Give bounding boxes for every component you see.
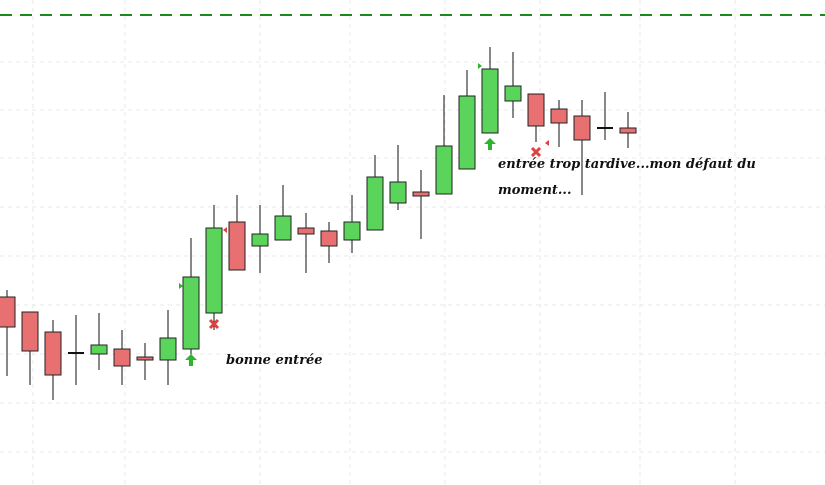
- candle-body: [205, 227, 223, 314]
- candle-body: [21, 311, 39, 352]
- exit-tick: [223, 227, 227, 233]
- candle-body: [619, 127, 637, 134]
- annotation: entrée trop tardive...mon défaut du: [498, 157, 756, 172]
- candle-body: [412, 191, 430, 197]
- signals: [179, 63, 549, 366]
- candle-body: [44, 331, 62, 376]
- exit-cross: [530, 146, 542, 158]
- candle-body: [366, 176, 384, 231]
- buy-arrow: [185, 354, 197, 366]
- annotation: bonne entrée: [226, 353, 323, 368]
- candle-body: [228, 221, 246, 271]
- candle-body: [320, 230, 338, 247]
- annotation: moment...: [498, 183, 572, 198]
- candle-body: [159, 337, 177, 361]
- candle-body: [550, 108, 568, 124]
- candle-body: [251, 233, 269, 247]
- candle-body: [481, 68, 499, 134]
- candles: [0, 47, 637, 400]
- candle-body: [136, 356, 154, 361]
- entry-tick: [478, 63, 482, 69]
- candle-body: [527, 93, 545, 127]
- entry-tick: [179, 283, 183, 289]
- candle-body: [435, 145, 453, 195]
- candle-body: [113, 348, 131, 367]
- candle-body: [504, 85, 522, 102]
- candle-body: [182, 276, 200, 350]
- candle-body: [297, 227, 315, 235]
- candle-body: [343, 221, 361, 241]
- candle-body: [274, 215, 292, 241]
- buy-arrow: [484, 138, 496, 150]
- candle-body: [573, 115, 591, 141]
- exit-cross: [208, 318, 220, 330]
- candle-body: [458, 95, 476, 170]
- candle-body: [389, 181, 407, 204]
- candle-body: [0, 296, 16, 328]
- candle-body: [90, 344, 108, 355]
- exit-tick: [545, 140, 549, 146]
